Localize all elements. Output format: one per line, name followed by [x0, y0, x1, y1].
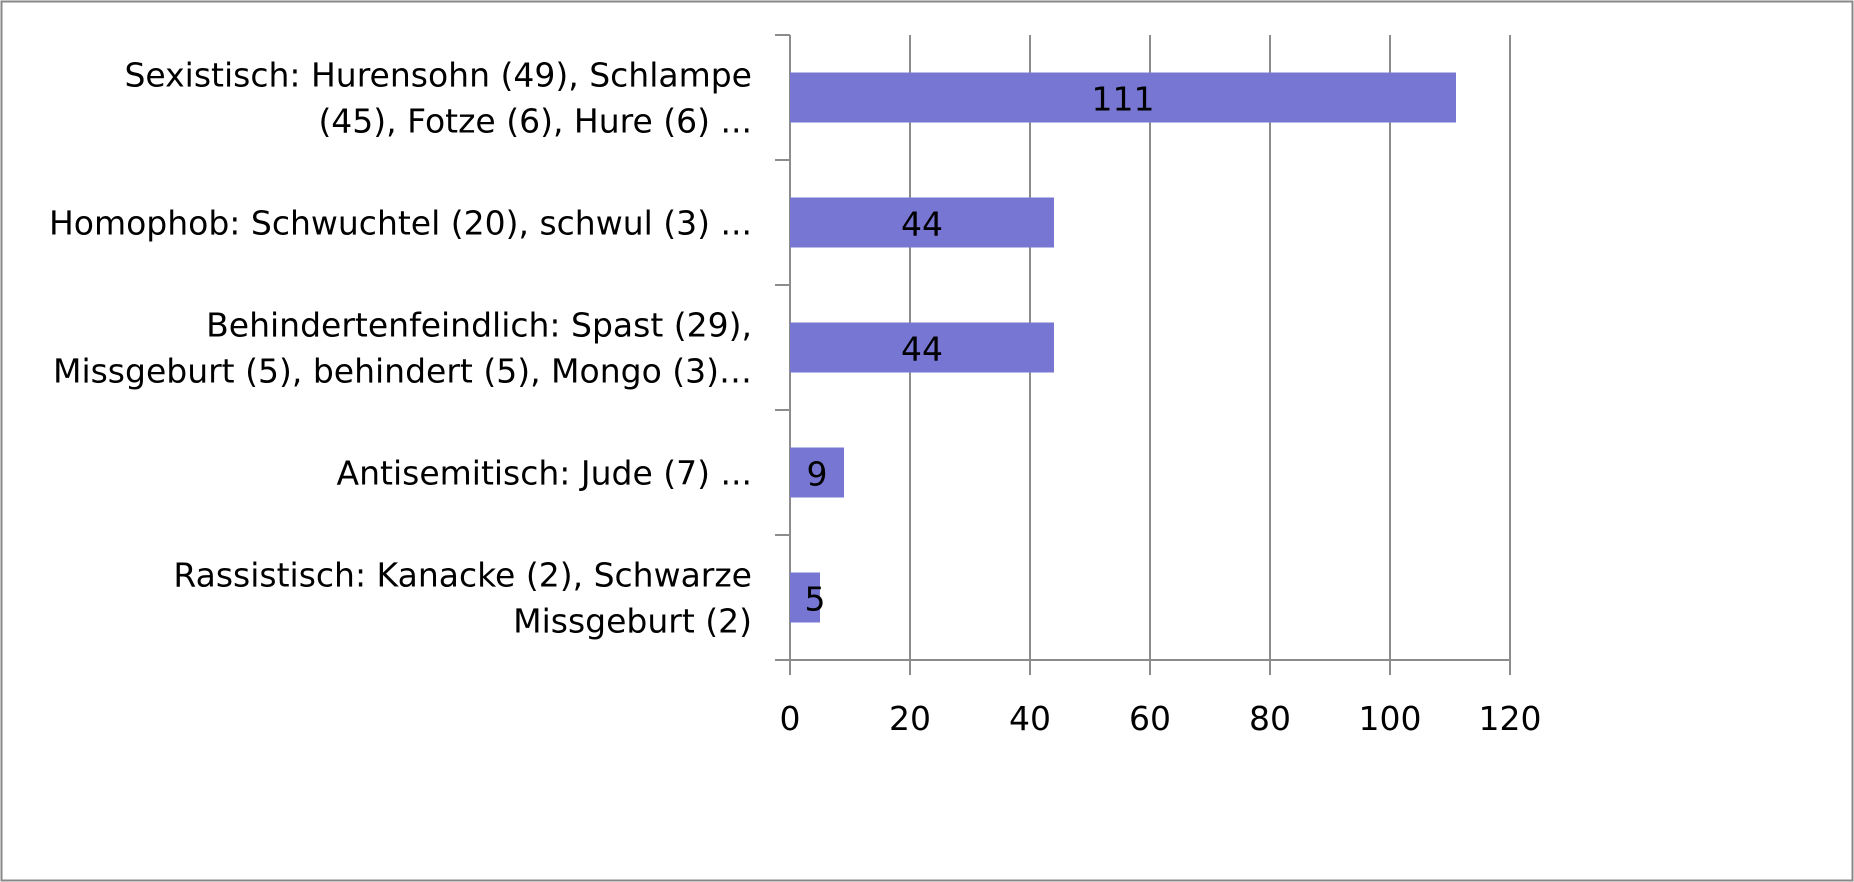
- data-label: 9: [807, 455, 828, 494]
- bar: [790, 572, 820, 623]
- data-label: 44: [901, 330, 943, 369]
- y-tick-label: Sexistisch: Hurensohn (49), Schlampe (45)…: [124, 56, 752, 141]
- bar: [790, 322, 1054, 373]
- y-tick-label: Rassistisch: Kanacke (2), Schwarze Missge…: [173, 556, 752, 641]
- data-label: 44: [901, 205, 943, 244]
- y-tick-label: Behindertenfeindlich: Spast (29), Missgeb…: [53, 306, 752, 391]
- data-label: 5: [805, 580, 826, 619]
- bar: [790, 447, 844, 498]
- x-tick-label: 40: [1009, 699, 1051, 738]
- x-tick-label: 0: [780, 699, 801, 738]
- x-tick-label: 80: [1249, 699, 1291, 738]
- bar: [790, 197, 1054, 248]
- bar: [790, 72, 1456, 123]
- y-tick-label: Antisemitisch: Jude (7) ...: [337, 454, 752, 493]
- x-tick-label: 120: [1479, 699, 1542, 738]
- x-tick-label: 20: [889, 699, 931, 738]
- y-tick-label: Homophob: Schwuchtel (20), schwul (3) ..…: [49, 204, 752, 243]
- x-tick-label: 60: [1129, 699, 1171, 738]
- data-label: 111: [1092, 80, 1155, 119]
- x-tick-label: 100: [1359, 699, 1422, 738]
